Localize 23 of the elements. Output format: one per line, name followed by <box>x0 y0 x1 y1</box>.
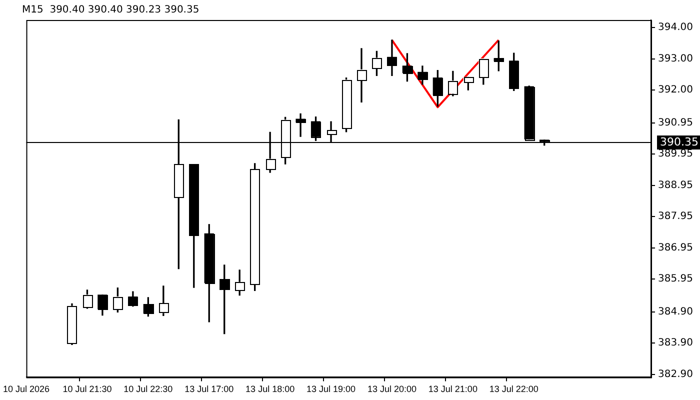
y-tick-label: 394.00 <box>658 22 694 34</box>
y-tick-label: 390.95 <box>658 117 694 128</box>
y-tick-label: 387.95 <box>658 211 694 222</box>
x-tick-label: 10 Jul 21:30 <box>62 384 112 394</box>
y-tick-label: 393.00 <box>658 53 694 64</box>
chart-title: M15 390.40 390.40 390.23 390.35 <box>22 4 200 16</box>
x-tick-label: 13 Jul 22:00 <box>489 384 538 394</box>
y-tick-label: 385.95 <box>658 274 694 285</box>
y-tick-label: 389.95 <box>658 148 694 160</box>
y-tick-label: 386.95 <box>658 242 694 254</box>
x-tick-label: 13 Jul 19:00 <box>306 384 356 394</box>
x-tick-label: 10 Jul 22:30 <box>124 384 173 394</box>
y-tick-label: 388.95 <box>658 180 694 191</box>
y-tick-label: 392.00 <box>658 84 694 96</box>
y-tick-label: 384.90 <box>658 306 694 318</box>
x-tick-label: 13 Jul 17:00 <box>184 384 234 394</box>
ref-line-label: 390.35 <box>660 135 699 148</box>
x-tick-label: 13 Jul 18:00 <box>246 384 295 394</box>
x-tick-label: 10 Jul 2026 <box>2 384 50 394</box>
y-tick-label: 382.90 <box>658 368 694 380</box>
x-tick-label: 13 Jul 20:00 <box>367 384 416 394</box>
x-tick-label: 13 Jul 21:00 <box>428 384 478 394</box>
y-tick-label: 383.90 <box>658 338 694 349</box>
